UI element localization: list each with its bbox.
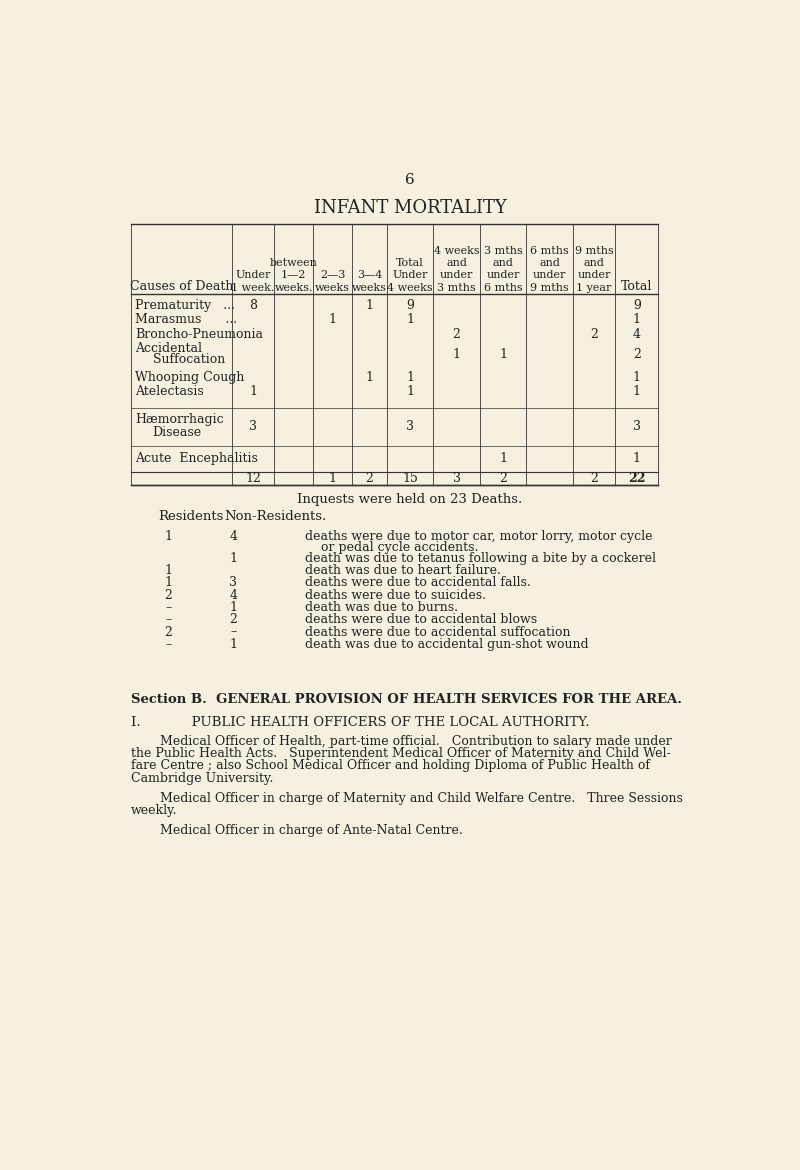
Text: 9: 9 bbox=[406, 300, 414, 312]
Text: Whooping Cough: Whooping Cough bbox=[135, 371, 244, 384]
Text: death was due to heart failure.: death was due to heart failure. bbox=[306, 564, 502, 577]
Text: death was due to burns.: death was due to burns. bbox=[306, 601, 458, 614]
Text: 1: 1 bbox=[329, 472, 337, 484]
Text: 3: 3 bbox=[406, 420, 414, 433]
Text: 1: 1 bbox=[366, 371, 374, 384]
Text: 1: 1 bbox=[230, 601, 238, 614]
Text: 2: 2 bbox=[590, 472, 598, 484]
Text: –: – bbox=[230, 626, 237, 639]
Text: 15: 15 bbox=[402, 472, 418, 484]
Text: deaths were due to suicides.: deaths were due to suicides. bbox=[306, 589, 486, 601]
Text: Suffocation: Suffocation bbox=[153, 353, 225, 366]
Text: 1: 1 bbox=[499, 452, 507, 464]
Text: Broncho-Pneumonia: Broncho-Pneumonia bbox=[135, 328, 263, 340]
Text: Cambridge University.: Cambridge University. bbox=[131, 772, 274, 785]
Text: 1: 1 bbox=[249, 385, 257, 398]
Text: death was due to tetanus following a bite by a cockerel: death was due to tetanus following a bit… bbox=[306, 551, 656, 565]
Text: deaths were due to accidental suffocation: deaths were due to accidental suffocatio… bbox=[306, 626, 571, 639]
Text: 1: 1 bbox=[633, 452, 641, 464]
Text: 2: 2 bbox=[164, 589, 172, 601]
Text: deaths were due to accidental blows: deaths were due to accidental blows bbox=[306, 613, 538, 626]
Text: 4 weeks
and
under
3 mths: 4 weeks and under 3 mths bbox=[434, 246, 479, 292]
Text: 1: 1 bbox=[164, 576, 172, 590]
Text: 1: 1 bbox=[164, 530, 172, 543]
Text: Hæmorrhagic: Hæmorrhagic bbox=[135, 413, 223, 426]
Text: Under
1 week.: Under 1 week. bbox=[231, 270, 274, 292]
Text: 1: 1 bbox=[633, 385, 641, 398]
Text: 9 mths
and
under
1 year: 9 mths and under 1 year bbox=[574, 246, 614, 292]
Text: Acute  Encephalitis: Acute Encephalitis bbox=[135, 452, 258, 464]
Text: 2: 2 bbox=[633, 347, 641, 362]
Text: 2: 2 bbox=[164, 626, 172, 639]
Text: 3: 3 bbox=[453, 472, 461, 484]
Text: 3 mths
and
under
6 mths: 3 mths and under 6 mths bbox=[484, 246, 522, 292]
Text: INFANT MORTALITY: INFANT MORTALITY bbox=[314, 199, 506, 218]
Text: 2: 2 bbox=[366, 472, 374, 484]
Text: 1: 1 bbox=[329, 314, 337, 326]
Text: 3—4
weeks: 3—4 weeks bbox=[352, 270, 387, 292]
Text: between
1—2
weeks.: between 1—2 weeks. bbox=[270, 259, 318, 292]
Text: 1: 1 bbox=[633, 371, 641, 384]
Text: 6: 6 bbox=[405, 173, 415, 187]
Text: Disease: Disease bbox=[153, 426, 202, 439]
Text: Inquests were held on 23 Deaths.: Inquests were held on 23 Deaths. bbox=[298, 494, 522, 507]
Text: 6 mths
and
under
9 mths: 6 mths and under 9 mths bbox=[530, 246, 569, 292]
Text: Atelectasis: Atelectasis bbox=[135, 385, 204, 398]
Text: 1: 1 bbox=[406, 385, 414, 398]
Text: fare Centre ; also School Medical Officer and holding Diploma of Public Health o: fare Centre ; also School Medical Office… bbox=[131, 759, 650, 772]
Text: I.            PUBLIC HEALTH OFFICERS OF THE LOCAL AUTHORITY.: I. PUBLIC HEALTH OFFICERS OF THE LOCAL A… bbox=[131, 716, 590, 729]
Text: 2: 2 bbox=[590, 328, 598, 340]
Text: 1: 1 bbox=[406, 371, 414, 384]
Text: 1: 1 bbox=[499, 347, 507, 362]
Text: Accidental: Accidental bbox=[135, 342, 202, 355]
Text: 3: 3 bbox=[633, 420, 641, 433]
Text: 8: 8 bbox=[249, 300, 257, 312]
Text: or pedal cycle accidents.: or pedal cycle accidents. bbox=[321, 541, 478, 553]
Text: 1: 1 bbox=[453, 347, 461, 362]
Text: 1: 1 bbox=[633, 314, 641, 326]
Text: 12: 12 bbox=[245, 472, 261, 484]
Text: 1: 1 bbox=[164, 564, 172, 577]
Text: Section B.  GENERAL PROVISION OF HEALTH SERVICES FOR THE AREA.: Section B. GENERAL PROVISION OF HEALTH S… bbox=[131, 694, 682, 707]
Text: 3: 3 bbox=[230, 576, 238, 590]
Text: Causes of Death: Causes of Death bbox=[130, 280, 233, 292]
Text: 1: 1 bbox=[366, 300, 374, 312]
Text: 1: 1 bbox=[230, 638, 238, 651]
Text: Medical Officer in charge of Ante-Natal Centre.: Medical Officer in charge of Ante-Natal … bbox=[161, 824, 463, 838]
Text: Total: Total bbox=[621, 280, 652, 292]
Text: Residents: Residents bbox=[158, 510, 223, 523]
Text: Prematurity   ...: Prematurity ... bbox=[135, 300, 234, 312]
Text: Marasmus      ...: Marasmus ... bbox=[135, 314, 237, 326]
Text: 9: 9 bbox=[633, 300, 641, 312]
Text: 1: 1 bbox=[406, 314, 414, 326]
Text: 3: 3 bbox=[249, 420, 257, 433]
Text: 2: 2 bbox=[453, 328, 461, 340]
Text: 2: 2 bbox=[499, 472, 507, 484]
Text: 4: 4 bbox=[230, 530, 238, 543]
Text: 22: 22 bbox=[628, 472, 646, 484]
Text: –: – bbox=[165, 613, 171, 626]
Text: weekly.: weekly. bbox=[131, 804, 178, 817]
Text: death was due to accidental gun-shot wound: death was due to accidental gun-shot wou… bbox=[306, 638, 589, 651]
Text: Medical Officer of Health, part-time official.   Contribution to salary made und: Medical Officer of Health, part-time off… bbox=[161, 735, 672, 748]
Text: deaths were due to motor car, motor lorry, motor cycle: deaths were due to motor car, motor lorr… bbox=[306, 530, 653, 543]
Text: deaths were due to accidental falls.: deaths were due to accidental falls. bbox=[306, 576, 531, 590]
Text: Medical Officer in charge of Maternity and Child Welfare Centre.   Three Session: Medical Officer in charge of Maternity a… bbox=[161, 792, 683, 805]
Text: 2—3
weeks: 2—3 weeks bbox=[315, 270, 350, 292]
Text: Total
Under
4 weeks: Total Under 4 weeks bbox=[387, 259, 433, 292]
Text: 4: 4 bbox=[230, 589, 238, 601]
Text: –: – bbox=[165, 601, 171, 614]
Text: the Public Health Acts.   Superintendent Medical Officer of Maternity and Child : the Public Health Acts. Superintendent M… bbox=[131, 748, 670, 760]
Text: 1: 1 bbox=[230, 551, 238, 565]
Text: 4: 4 bbox=[633, 328, 641, 340]
Text: –: – bbox=[165, 638, 171, 651]
Text: 2: 2 bbox=[230, 613, 238, 626]
Text: Non-Residents.: Non-Residents. bbox=[224, 510, 326, 523]
